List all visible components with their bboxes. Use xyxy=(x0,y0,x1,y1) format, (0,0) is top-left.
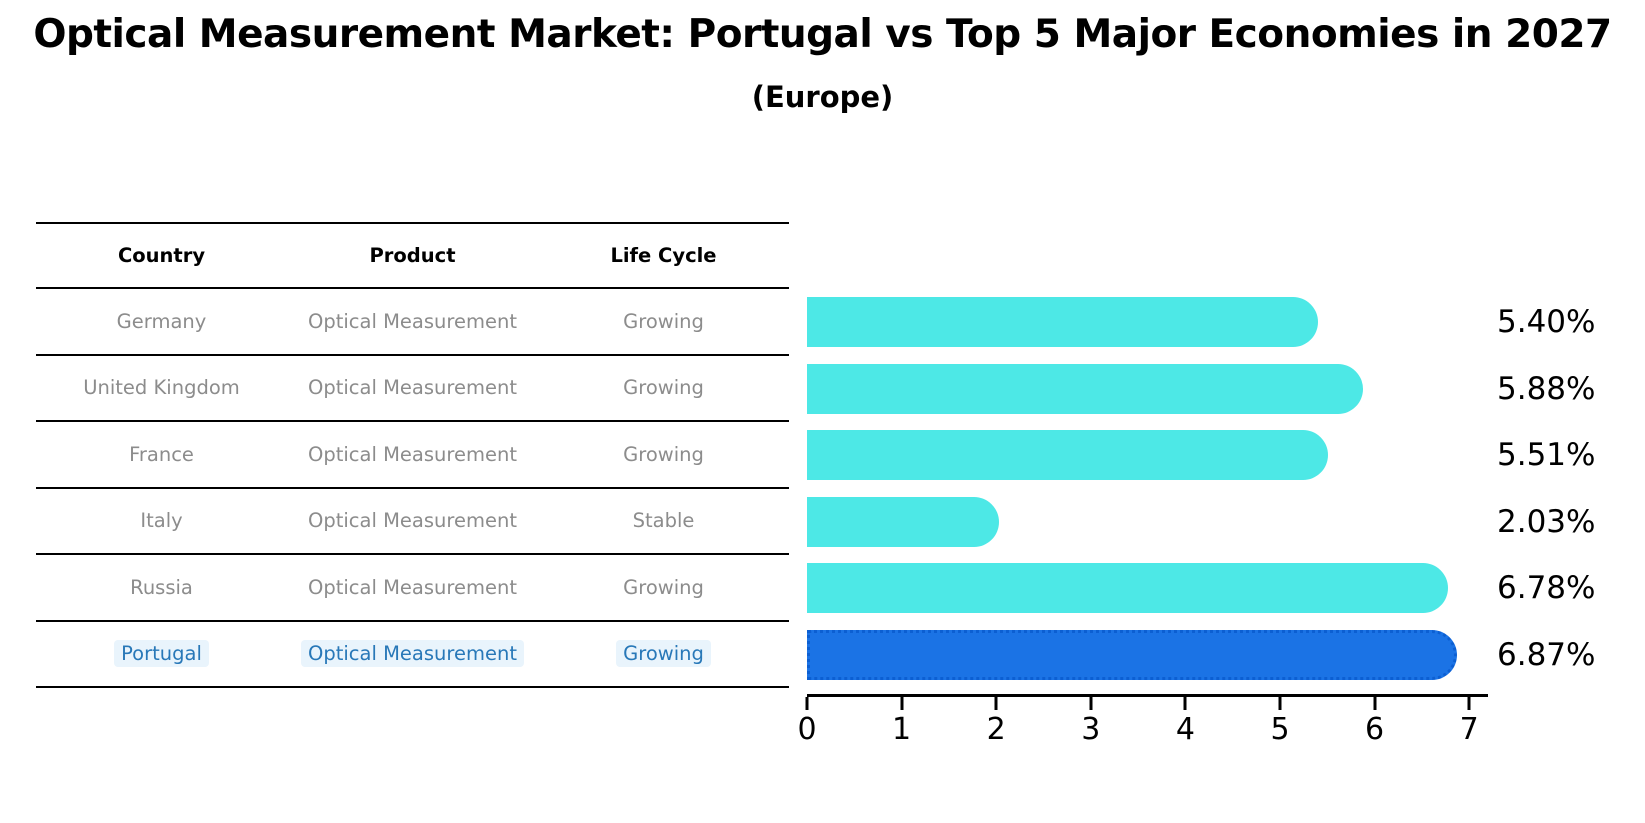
bar-row-germany: 5.40% xyxy=(807,289,1645,356)
x-axis-tick-label: 6 xyxy=(1365,712,1385,747)
bar-france xyxy=(807,430,1329,481)
cell-country: Russia xyxy=(36,576,287,599)
product-label: Optical Measurement xyxy=(308,376,517,400)
cell-country: France xyxy=(36,443,287,466)
cell-country: Portugal xyxy=(36,640,287,668)
product-label: Optical Measurement xyxy=(308,509,517,533)
table-row-united-kingdom: United Kingdom Optical Measurement Growi… xyxy=(36,356,789,422)
value-label-portugal: 6.87% xyxy=(1497,636,1596,673)
country-label: United Kingdom xyxy=(83,376,240,400)
x-axis-tick xyxy=(1089,697,1093,710)
cell-product: Optical Measurement xyxy=(287,443,538,466)
life-cycle-label: Growing xyxy=(623,575,704,599)
cell-product: Optical Measurement xyxy=(287,576,538,599)
x-axis-tick-label: 1 xyxy=(892,712,912,747)
x-axis-tick xyxy=(1183,697,1187,710)
cell-life-cycle: Growing xyxy=(538,576,789,599)
bar-row-france: 5.51% xyxy=(807,422,1645,489)
cell-life-cycle: Stable xyxy=(538,509,789,532)
life-cycle-label: Growing xyxy=(623,376,704,400)
bar-row-portugal: 6.87% xyxy=(807,622,1645,689)
x-axis-tick xyxy=(1373,697,1377,710)
cell-country: United Kingdom xyxy=(36,376,287,399)
product-label: Optical Measurement xyxy=(308,309,517,333)
column-header-product-label: Product xyxy=(369,244,456,267)
x-axis-tick-label: 4 xyxy=(1175,712,1195,747)
bar-italy xyxy=(807,496,1000,547)
life-cycle-label: Growing xyxy=(616,640,711,668)
value-label-russia: 6.78% xyxy=(1497,570,1596,607)
x-axis-tick xyxy=(805,697,809,710)
cell-life-cycle: Growing xyxy=(538,376,789,399)
x-axis-tick-label: 3 xyxy=(1081,712,1101,747)
page-title: Optical Measurement Market: Portugal vs … xyxy=(33,12,1612,57)
bar-row-russia: 6.78% xyxy=(807,555,1645,622)
bar-row-italy: 2.03% xyxy=(807,489,1645,556)
table-row-germany: Germany Optical Measurement Growing xyxy=(36,289,789,356)
x-axis-tick xyxy=(1467,697,1471,710)
bar-row-united-kingdom: 5.88% xyxy=(807,356,1645,423)
value-label-germany: 5.40% xyxy=(1497,304,1596,341)
table-header-row: Country Product Life Cycle xyxy=(36,222,789,289)
country-label: Germany xyxy=(116,309,207,333)
cell-product: Optical Measurement xyxy=(287,310,538,333)
cell-country: Germany xyxy=(36,310,287,333)
x-axis-tick-label: 5 xyxy=(1270,712,1290,747)
cell-product: Optical Measurement xyxy=(287,640,538,668)
column-header-life-cycle: Life Cycle xyxy=(538,244,789,267)
product-label: Optical Measurement xyxy=(308,575,517,599)
table-row-france: France Optical Measurement Growing xyxy=(36,422,789,489)
cell-product: Optical Measurement xyxy=(287,509,538,532)
cell-country: Italy xyxy=(36,509,287,532)
cell-product: Optical Measurement xyxy=(287,376,538,399)
comparison-table: Country Product Life Cycle Germany Optic… xyxy=(36,222,789,688)
country-label: Portugal xyxy=(114,640,209,668)
cell-life-cycle: Growing xyxy=(538,640,789,668)
x-axis-tick-label: 0 xyxy=(797,712,817,747)
table-row-russia: Russia Optical Measurement Growing xyxy=(36,555,789,622)
country-label: Russia xyxy=(130,575,193,599)
value-label-france: 5.51% xyxy=(1497,437,1596,474)
x-axis-tick xyxy=(1278,697,1282,710)
column-header-product: Product xyxy=(287,244,538,267)
cell-life-cycle: Growing xyxy=(538,443,789,466)
column-header-country: Country xyxy=(36,244,287,267)
bar-portugal xyxy=(807,629,1457,680)
product-label: Optical Measurement xyxy=(301,640,524,668)
x-axis: 0 1 2 3 4 5 6 7 xyxy=(797,694,1488,757)
column-header-life-cycle-label: Life Cycle xyxy=(610,244,717,267)
x-axis-tick xyxy=(900,697,904,710)
bar-chart: 5.40% 5.88% 5.51% 2.03% 6.78% 6.87% xyxy=(807,289,1645,688)
x-axis-tick-label: 2 xyxy=(986,712,1006,747)
table-row-portugal: Portugal Optical Measurement Growing xyxy=(36,622,789,688)
page-subtitle: (Europe) xyxy=(751,80,894,114)
value-label-united-kingdom: 5.88% xyxy=(1497,370,1596,407)
value-label-italy: 2.03% xyxy=(1497,503,1596,540)
product-label: Optical Measurement xyxy=(308,442,517,466)
country-label: Italy xyxy=(140,509,183,533)
life-cycle-label: Stable xyxy=(632,509,695,533)
table-row-italy: Italy Optical Measurement Stable xyxy=(36,489,789,555)
life-cycle-label: Growing xyxy=(623,309,704,333)
country-label: France xyxy=(129,442,194,466)
column-header-country-label: Country xyxy=(117,244,206,267)
bar-russia xyxy=(807,563,1449,614)
life-cycle-label: Growing xyxy=(623,442,704,466)
x-axis-tick-label: 7 xyxy=(1459,712,1479,747)
x-axis-tick xyxy=(994,697,998,710)
cell-life-cycle: Growing xyxy=(538,310,789,333)
bar-germany xyxy=(807,297,1318,348)
bar-united-kingdom xyxy=(807,363,1364,414)
